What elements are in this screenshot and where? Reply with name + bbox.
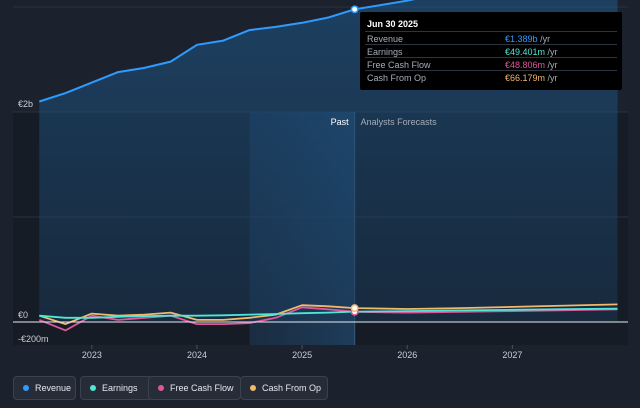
tooltip-markers <box>350 5 359 316</box>
point-marker <box>350 304 359 313</box>
tooltip-date: Jun 30 2025 <box>367 19 419 29</box>
legend-dot-icon <box>158 385 164 391</box>
legend-dot-icon <box>90 385 96 391</box>
tooltip-value: €1.389b /yr <box>505 34 551 44</box>
x-tick-label: 2023 <box>82 350 102 360</box>
legend-earnings-button[interactable]: Earnings <box>80 376 154 400</box>
tooltip-row-cfo: Cash From Op €66.179m /yr <box>365 70 617 83</box>
legend-label: Cash From Op <box>262 383 322 393</box>
tooltip-value: €66.179m /yr <box>505 73 558 83</box>
tooltip-label: Free Cash Flow <box>367 60 431 70</box>
series-line-cash-from-op <box>39 303 618 325</box>
legend-label: Revenue <box>35 383 72 393</box>
y-label-bottom: -€200m <box>18 334 49 344</box>
series-line-revenue <box>38 0 416 103</box>
x-tick-label: 2024 <box>187 350 207 360</box>
tooltip-label: Earnings <box>367 47 403 57</box>
tooltip: Jun 30 2025 Revenue €1.389b /yr Earnings… <box>360 12 622 90</box>
series-line-free-cash-flow <box>38 306 618 332</box>
legend-dot-icon <box>23 385 29 391</box>
forecast-label: Analysts Forecasts <box>361 117 438 127</box>
tooltip-value: €49.401m /yr <box>505 47 558 57</box>
x-tick-label: 2025 <box>292 350 312 360</box>
tooltip-row-earnings: Earnings €49.401m /yr <box>365 44 617 57</box>
legend-revenue-button[interactable]: Revenue <box>13 376 76 400</box>
legend-cfo-button[interactable]: Cash From Op <box>240 376 328 400</box>
legend-fcf-button[interactable]: Free Cash Flow <box>148 376 241 400</box>
tooltip-value: €48.806m /yr <box>505 60 558 70</box>
x-tick-label: 2026 <box>397 350 417 360</box>
past-label: Past <box>331 117 350 127</box>
tooltip-row-fcf: Free Cash Flow €48.806m /yr <box>365 57 617 70</box>
tooltip-row-revenue: Revenue €1.389b /yr <box>365 31 617 44</box>
legend-label: Free Cash Flow <box>170 383 234 393</box>
legend-dot-icon <box>250 385 256 391</box>
point-marker <box>350 5 359 14</box>
x-tick-label: 2027 <box>502 350 522 360</box>
tooltip-label: Revenue <box>367 34 404 44</box>
tooltip-label: Cash From Op <box>367 73 427 83</box>
x-axis-ticks: 2023 2024 2025 2026 2027 <box>82 345 522 360</box>
y-label-zero: €0 <box>18 310 28 320</box>
series-line-earnings <box>39 307 618 319</box>
y-label-top: €2b <box>18 99 33 109</box>
legend-label: Earnings <box>102 383 138 393</box>
